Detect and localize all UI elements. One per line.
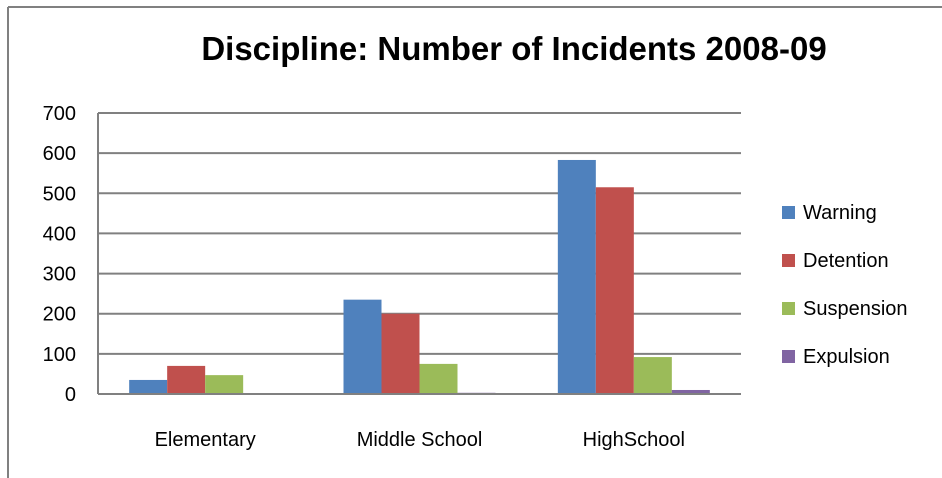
y-tick-label: 100	[43, 344, 76, 366]
bar-warning	[557, 159, 596, 394]
legend-swatch	[782, 206, 795, 219]
legend-label: Suspension	[803, 298, 908, 320]
x-tick-label: Middle School	[357, 429, 483, 451]
legend-label: Expulsion	[803, 346, 890, 368]
y-tick-label: 200	[43, 304, 76, 326]
bar-warning	[129, 379, 168, 394]
legend-swatch	[782, 350, 795, 363]
bar-detention	[595, 187, 634, 394]
y-tick-label: 700	[43, 103, 76, 125]
y-axis-tick-labels: 0 100 200 300 400 500 600 700	[43, 103, 76, 406]
gridlines	[98, 112, 741, 355]
x-tick-label: HighSchool	[583, 429, 685, 451]
chart-title: Discipline: Number of Incidents 2008-09	[201, 30, 826, 67]
legend-swatch	[782, 254, 795, 267]
legend: Warning Detention Suspension Expulsion	[782, 202, 908, 368]
y-tick-label: 300	[43, 264, 76, 286]
bar-suspension	[419, 363, 458, 394]
y-tick-label: 600	[43, 143, 76, 165]
bars	[129, 159, 710, 394]
bar-suspension	[205, 375, 244, 394]
y-tick-label: 0	[65, 384, 76, 406]
bar-suspension	[633, 357, 672, 394]
bar-expulsion	[671, 389, 710, 394]
legend-label: Warning	[803, 202, 877, 224]
x-axis-tick-labels: Elementary Middle School HighSchool	[155, 429, 685, 451]
y-tick-label: 400	[43, 223, 76, 245]
y-tick-label: 500	[43, 183, 76, 205]
x-tick-label: Elementary	[155, 429, 256, 451]
bar-detention	[167, 365, 206, 394]
bar-detention	[381, 313, 420, 394]
legend-label: Detention	[803, 250, 889, 272]
legend-swatch	[782, 302, 795, 315]
bar-warning	[343, 299, 382, 394]
